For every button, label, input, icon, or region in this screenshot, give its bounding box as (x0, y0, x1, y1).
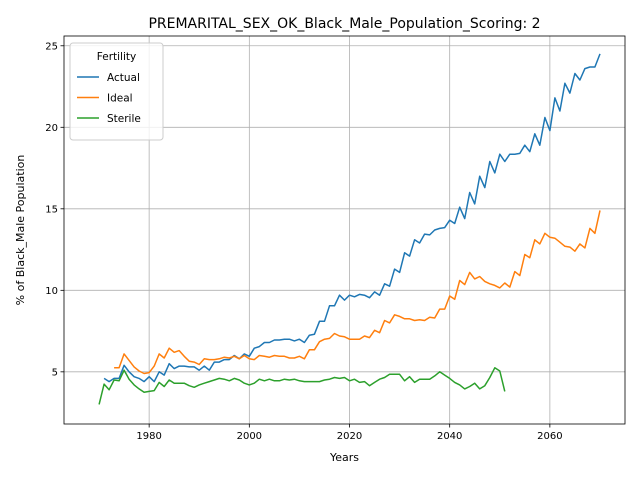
ticks: 1980 2000 2020 2040 2060 5 10 15 20 25 (45, 41, 562, 442)
legend-label-sterile: Sterile (107, 113, 141, 125)
series-line-sterile (98, 367, 506, 405)
series-layer (98, 53, 601, 405)
legend-label-actual: Actual (107, 72, 140, 84)
series-line-ideal (114, 210, 601, 375)
legend: Fertility Actual Ideal Sterile (69, 42, 164, 141)
x-tick-label: 2060 (537, 431, 562, 442)
y-tick-label: 15 (45, 204, 58, 215)
y-tick-label: 5 (52, 367, 58, 378)
x-tick-label: 2020 (337, 431, 362, 442)
x-tick-label: 1980 (136, 431, 161, 442)
y-tick-label: 25 (45, 41, 58, 52)
x-tick-label: 2000 (237, 431, 262, 442)
plot-frame (63, 35, 626, 425)
chart-title: PREMARITAL_SEX_OK_Black_Male_Population_… (148, 16, 540, 32)
legend-title: Fertility (97, 51, 136, 63)
series-line-actual (103, 53, 601, 383)
x-tick-label: 2040 (437, 431, 462, 442)
y-tick-label: 10 (45, 286, 58, 297)
x-axis-label: Years (329, 451, 359, 464)
legend-label-ideal: Ideal (107, 93, 133, 105)
legend-box (69, 42, 164, 141)
y-axis-label: % of Black_Male Population (14, 155, 27, 306)
y-tick-label: 20 (45, 123, 58, 134)
